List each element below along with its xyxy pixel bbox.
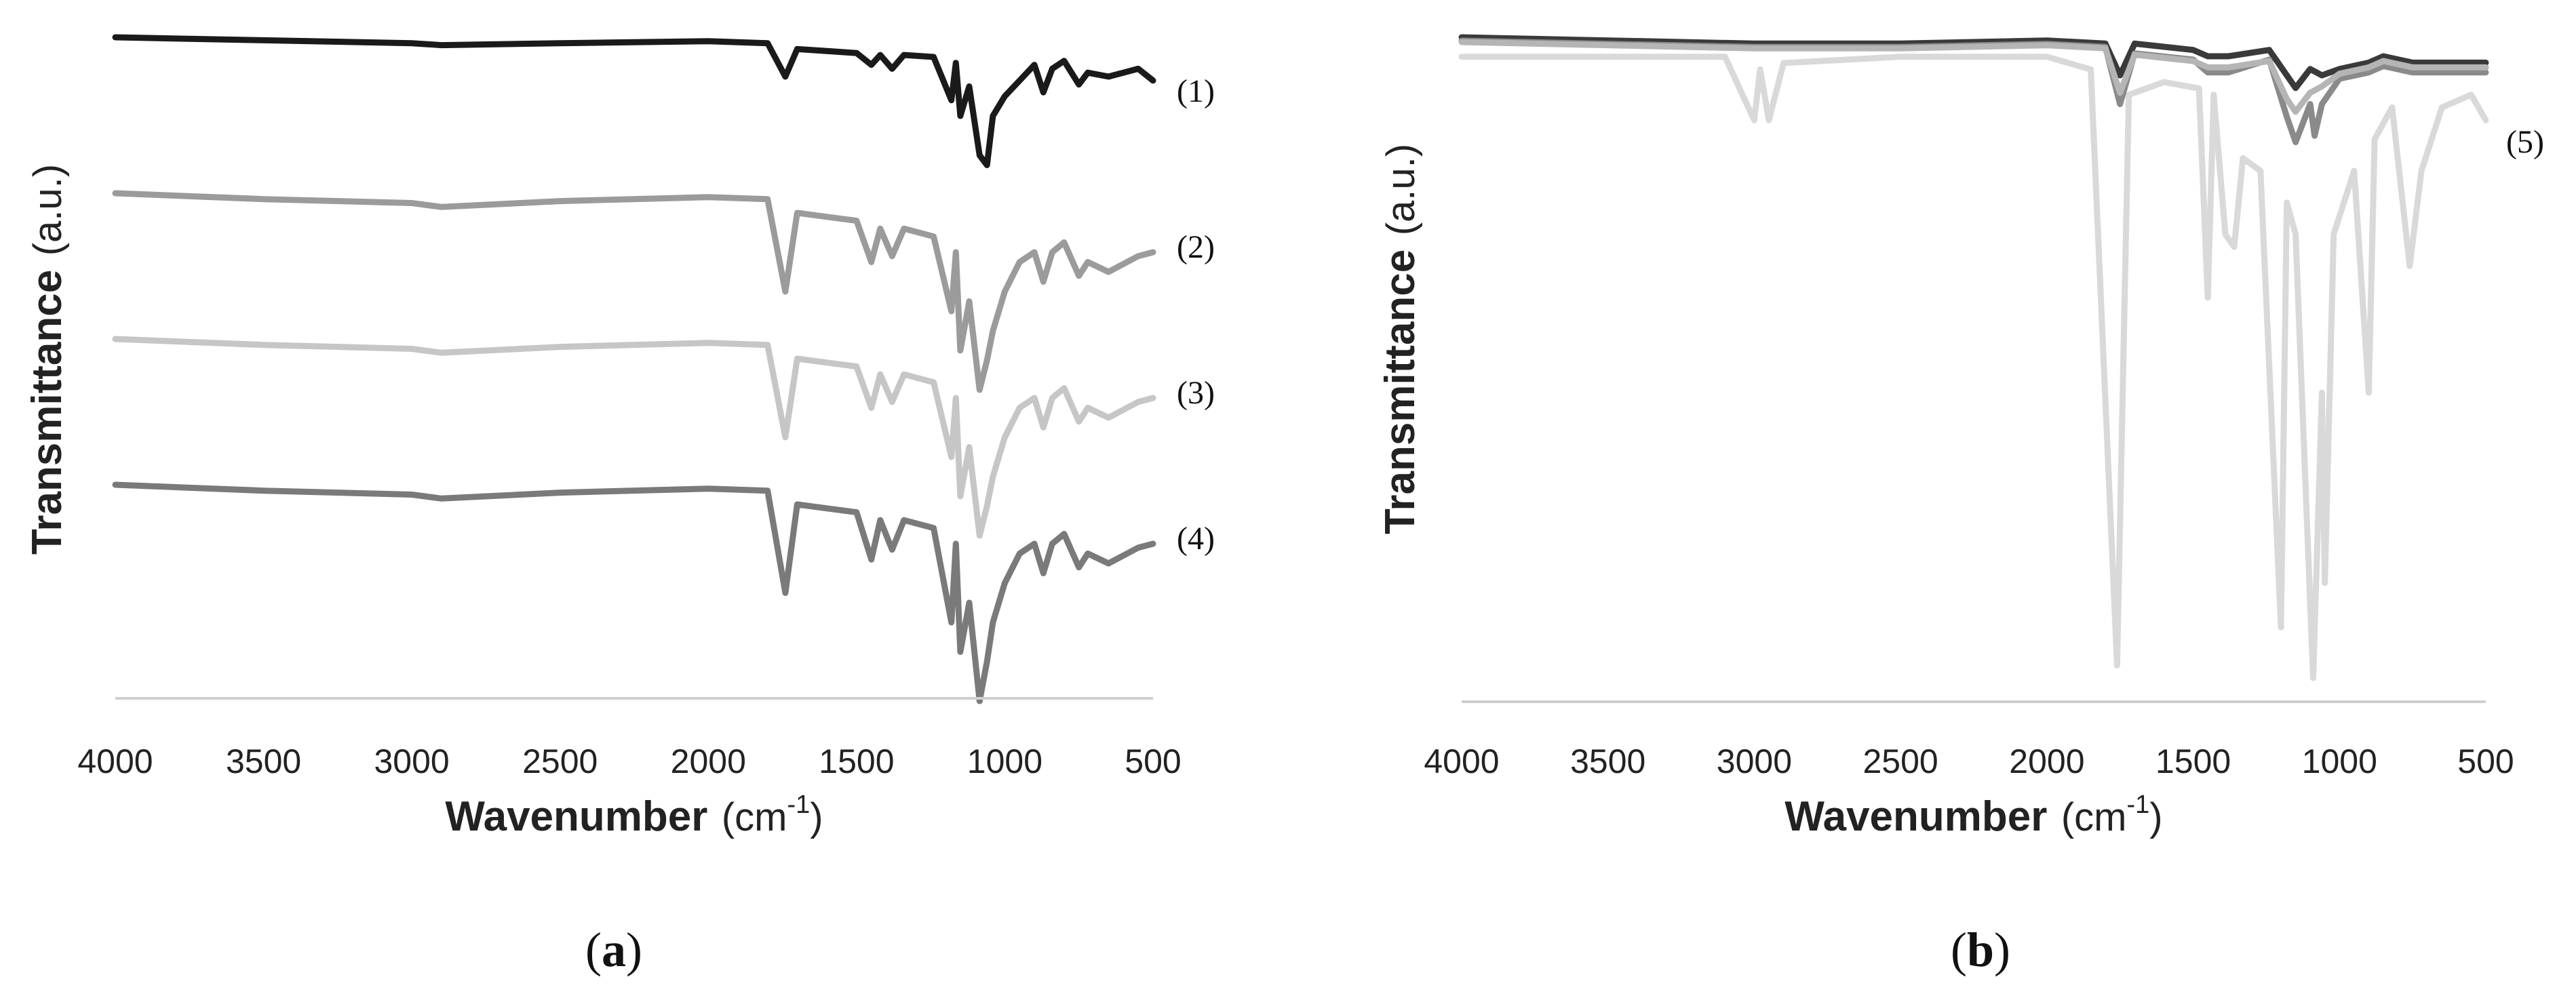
panel-a-y-axis-title-main: Transmittance: [24, 270, 71, 555]
panel-b-series-2-line: [1458, 34, 2489, 92]
panel-a-x-tick-label-2000: 2000: [671, 742, 746, 780]
panel-a-series-2-line: [112, 190, 1156, 393]
panel-a-x-axis-title-superscript: -1: [787, 791, 810, 819]
panel-a-label-layer: (1) (2) (3) (4): [1177, 73, 1215, 557]
panel-b-series-layer: [1458, 34, 2489, 681]
panel-a-x-axis-title-main: Wavenumber: [445, 793, 707, 840]
panel-b-x-tick-label-2500: 2500: [1862, 742, 1938, 780]
panel-b-y-axis-title-unit: (a.u.): [1379, 144, 1423, 235]
panel-b-x-axis-title-close: ): [2149, 795, 2162, 839]
panel-a-x-tick-label-2500: 2500: [522, 742, 598, 780]
panel-b-label-close: ): [1994, 923, 2010, 977]
panel-b-x-tick-label-1500: 1500: [2155, 742, 2231, 780]
panel-b-series-4-line: [1458, 39, 2489, 115]
panel-a-x-tick-label-1000: 1000: [967, 742, 1042, 780]
panel-b-x-tick-label-4000: 4000: [1424, 742, 1499, 780]
panel-a-series-1-label: (1): [1177, 73, 1215, 109]
panel-a-series-4-line: [112, 481, 1156, 704]
panel-b-label-open: (: [1951, 923, 1967, 977]
panel-b: 4000 3500 3000 2500 2000 1500 1000 500 Wavenumb…: [1377, 34, 2544, 977]
panel-a-label-close: ): [626, 923, 642, 977]
panel-a-series-2-label: (2): [1177, 229, 1215, 265]
panel-b-x-tick-label-1000: 1000: [2302, 742, 2377, 780]
panel-b-x-tick-label-3000: 3000: [1717, 742, 1792, 780]
panel-b-label-letter: b: [1967, 923, 1994, 977]
panel-b-series-1-label: (5): [2506, 124, 2544, 160]
panel-b-x-tick-label-3500: 3500: [1570, 742, 1645, 780]
panel-a-label-letter: a: [602, 923, 626, 977]
panel-a-x-tick-label-4000: 4000: [77, 742, 153, 780]
panel-b-label: (b): [1951, 923, 2010, 977]
panel-a-series-3-label: (3): [1177, 375, 1215, 411]
panel-b-label-layer: (5): [2506, 124, 2544, 160]
panel-a-x-tick-label-3500: 3500: [226, 742, 301, 780]
panel-b-x-tick-label-500: 500: [2457, 742, 2514, 780]
panel-a-x-tick-label-3000: 3000: [374, 742, 449, 780]
panel-a-x-axis-title-close: ): [810, 795, 823, 839]
panel-a-series-1-line: [112, 34, 1156, 168]
panel-a-x-axis-title-unit: (cm: [722, 795, 787, 839]
panel-a-series-4-label: (4): [1177, 521, 1215, 557]
panel-b-x-axis-title-superscript: -1: [2126, 791, 2149, 819]
panel-b-tick-layer: 4000 3500 3000 2500 2000 1500 1000 500: [1424, 742, 2514, 780]
panel-b-y-axis-title: Transmittance (a.u.): [1377, 144, 1424, 534]
panel-a-x-axis-title: Wavenumber (cm-1): [445, 791, 823, 840]
panel-b-y-axis-title-main: Transmittance: [1377, 250, 1424, 534]
panel-a-label: (a): [585, 923, 642, 977]
panel-a-label-open: (: [585, 923, 602, 977]
panel-a-tick-layer: 4000 3500 3000 2500 2000 1500 1000 500: [77, 742, 1181, 780]
panel-a-y-axis-title-unit: (a.u.): [26, 164, 70, 256]
panel-a-series-layer: [112, 34, 1156, 704]
panel-a-y-axis-title: Transmittance (a.u.): [24, 164, 71, 555]
panel-b-x-axis-title: Wavenumber (cm-1): [1784, 791, 2162, 840]
panel-b-x-axis-title-main: Wavenumber: [1784, 793, 2047, 840]
panel-a-series-3-line: [112, 336, 1156, 539]
panel-a: 4000 3500 3000 2500 2000 1500 1000 500 Wavenumb…: [24, 34, 1215, 977]
panel-b-x-tick-label-2000: 2000: [2009, 742, 2084, 780]
panel-b-x-axis-title-unit: (cm: [2061, 795, 2127, 839]
panel-a-x-tick-label-1500: 1500: [819, 742, 894, 780]
panel-b-series-1-line: [1458, 54, 2489, 681]
panel-a-x-tick-label-500: 500: [1125, 742, 1181, 780]
